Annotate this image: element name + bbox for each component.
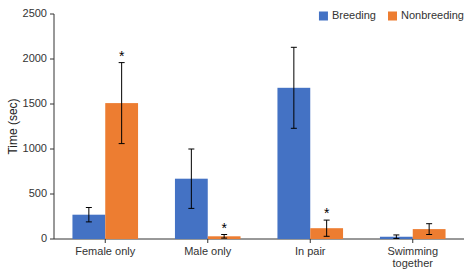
y-axis-label: Time (sec) xyxy=(6,98,20,154)
x-tick xyxy=(105,239,106,243)
error-cap xyxy=(86,207,92,208)
annotation: * xyxy=(221,220,227,236)
error-cap xyxy=(393,238,399,239)
error-line xyxy=(429,224,430,235)
legend-label: Breeding xyxy=(332,9,376,21)
y-tick xyxy=(50,104,54,105)
x-tick xyxy=(412,239,413,243)
legend-label: Nonbreeding xyxy=(401,9,464,21)
x-tick-label: Swimmingtogether xyxy=(387,245,438,269)
error-cap xyxy=(324,236,330,237)
y-tick-label: 500 xyxy=(29,187,47,199)
x-tick-label: Female only xyxy=(75,245,135,257)
y-tick-label: 1500 xyxy=(23,97,47,109)
annotation: * xyxy=(324,205,330,221)
y-tick xyxy=(50,14,54,15)
error-bar xyxy=(426,224,432,235)
y-tick-label: 1000 xyxy=(23,142,47,154)
error-bar xyxy=(188,149,194,208)
x-tick-label-line: Male only xyxy=(184,245,232,257)
error-bar xyxy=(324,220,330,236)
y-tick-label: 2500 xyxy=(23,7,47,19)
error-line xyxy=(88,208,89,222)
error-cap xyxy=(291,128,297,129)
legend: Breeding Nonbreeding xyxy=(319,9,464,21)
x-tick-label: Male only xyxy=(184,245,232,257)
x-tick-label-line: In pair xyxy=(295,245,326,257)
x-tick xyxy=(207,239,208,243)
x-tick-label: In pair xyxy=(295,245,326,257)
annotation: * xyxy=(119,48,125,64)
y-tick-label: 0 xyxy=(41,232,47,244)
error-cap xyxy=(119,143,125,144)
legend-swatch xyxy=(319,12,328,21)
error-cap xyxy=(188,208,194,209)
error-line xyxy=(191,149,192,208)
y-tick xyxy=(50,194,54,195)
y-tick xyxy=(50,149,54,150)
error-bar xyxy=(393,235,399,239)
error-line xyxy=(121,63,122,144)
error-bar xyxy=(86,208,92,222)
y-tick xyxy=(50,239,54,240)
error-cap xyxy=(188,149,194,150)
x-tick-label-line: Swimming xyxy=(387,245,438,257)
error-line xyxy=(326,220,327,236)
error-cap xyxy=(221,238,227,239)
x-tick xyxy=(310,239,311,243)
x-tick-label-line: together xyxy=(393,257,434,269)
y-tick xyxy=(50,59,54,60)
y-axis-line xyxy=(54,14,55,239)
error-cap xyxy=(426,223,432,224)
chart: 0 500 1000 1500 2000 2500 Time (sec) Female onl… xyxy=(0,0,474,277)
bars xyxy=(72,47,445,239)
error-bar xyxy=(291,47,297,128)
x-tick-label-line: Female only xyxy=(75,245,135,257)
error-cap xyxy=(291,47,297,48)
error-line xyxy=(293,47,294,128)
error-line xyxy=(396,235,397,239)
error-bar xyxy=(119,63,125,144)
error-cap xyxy=(426,234,432,235)
error-cap xyxy=(86,221,92,222)
y-tick-label: 2000 xyxy=(23,52,47,64)
legend-swatch xyxy=(388,12,397,21)
error-cap xyxy=(393,234,399,235)
